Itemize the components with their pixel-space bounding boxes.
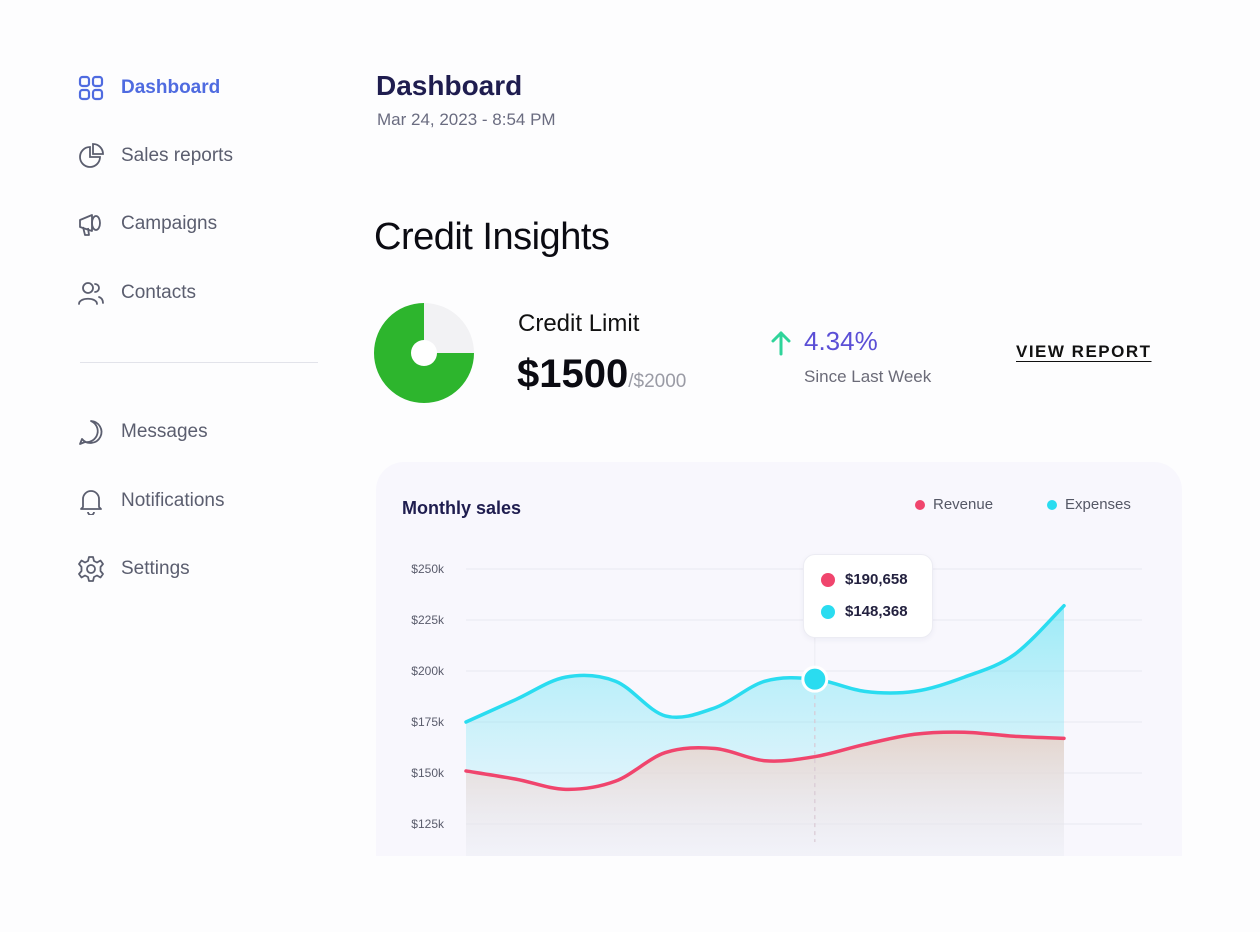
y-tick-label: $175k — [411, 715, 445, 729]
revenue-area — [466, 732, 1064, 856]
sidebar-item-notifications[interactable]: Notifications — [77, 485, 225, 517]
sidebar-item-label: Campaigns — [121, 213, 218, 234]
y-tick-label: $150k — [411, 766, 445, 780]
change-caption: Since Last Week — [804, 367, 932, 386]
section-title: Credit Insights — [374, 216, 610, 258]
legend-label-expenses: Expenses — [1065, 496, 1131, 513]
page-date: Mar 24, 2023 - 8:54 PM — [377, 110, 556, 129]
change-percentage: 4.34% — [804, 326, 878, 356]
credit-amount: $1500/$2000 — [517, 352, 686, 397]
tooltip-expenses: $148,368 — [821, 603, 908, 620]
page-title: Dashboard — [376, 70, 523, 101]
tooltip-revenue: $190,658 — [821, 571, 908, 588]
credit-donut-chart — [374, 303, 474, 403]
sidebar-item-label: Sales reports — [121, 145, 233, 166]
sidebar-divider — [80, 362, 318, 363]
credit-limit-label: Credit Limit — [518, 310, 640, 337]
grid-icon — [77, 74, 105, 102]
expenses-line — [464, 603, 1066, 724]
arrow-up-icon — [770, 330, 792, 361]
sidebar-item-settings[interactable]: Settings — [77, 553, 190, 585]
sidebar-item-dashboard[interactable]: Dashboard — [77, 72, 220, 104]
legend-item-expenses: Expenses — [1047, 496, 1131, 513]
y-tick-label: $250k — [411, 562, 445, 576]
chart-title: Monthly sales — [402, 498, 522, 518]
y-tick-label: $225k — [411, 613, 445, 627]
donut-hole — [411, 340, 437, 366]
monthly-sales-chart: $250k $225k $200k $175k $150k $125k — [411, 562, 1142, 856]
y-tick-label: $200k — [411, 664, 445, 678]
gear-icon — [77, 555, 105, 583]
bell-icon — [77, 487, 105, 515]
tooltip-dot-revenue — [821, 572, 835, 587]
y-tick-label: $125k — [411, 817, 445, 831]
message-icon — [77, 418, 105, 446]
tooltip-expenses-value: $148,368 — [845, 603, 908, 620]
megaphone-icon — [77, 210, 105, 238]
sidebar-item-label: Notifications — [121, 490, 225, 511]
legend-dot-revenue — [915, 499, 925, 510]
credit-limit-value: /$2000 — [628, 371, 687, 392]
view-report-link[interactable]: VIEW REPORT — [1016, 342, 1152, 361]
sidebar-item-campaigns[interactable]: Campaigns — [77, 208, 217, 240]
legend-dot-expenses — [1047, 499, 1057, 510]
sidebar-item-label: Dashboard — [121, 77, 221, 98]
sidebar-item-messages[interactable]: Messages — [77, 416, 208, 448]
sidebar-item-label: Messages — [121, 421, 208, 442]
sidebar-item-label: Contacts — [121, 282, 196, 303]
highlight-point[interactable] — [801, 665, 829, 693]
credit-used-value: $1500 — [517, 352, 629, 396]
monthly-sales-card: $250k $225k $200k $175k $150k $125k Monthly s… — [376, 462, 1182, 856]
sidebar-item-label: Settings — [121, 558, 190, 579]
legend-item-revenue: Revenue — [915, 496, 993, 513]
sidebar: Dashboard Sales reports Campaigns Contac… — [0, 0, 340, 932]
pie-chart-icon — [77, 142, 105, 170]
tooltip-revenue-value: $190,658 — [845, 571, 908, 588]
sidebar-item-contacts[interactable]: Contacts — [77, 277, 196, 309]
tooltip-dot-expenses — [821, 604, 835, 619]
chart-tooltip: $190,658 $148,368 — [803, 554, 933, 638]
revenue-line — [464, 730, 1066, 792]
users-icon — [77, 279, 105, 307]
legend-label-revenue: Revenue — [933, 496, 994, 513]
sidebar-item-sales-reports[interactable]: Sales reports — [77, 140, 233, 172]
